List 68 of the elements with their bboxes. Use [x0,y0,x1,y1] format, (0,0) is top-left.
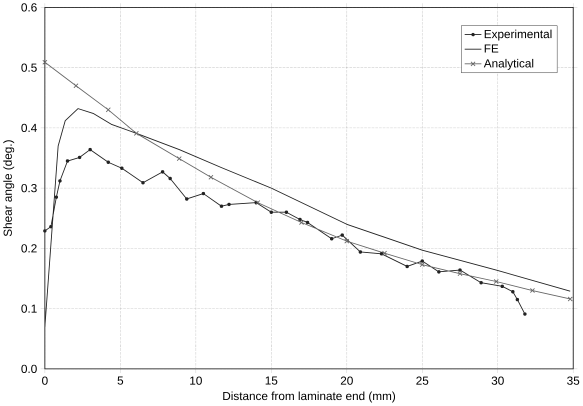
point [358,250,362,254]
point [43,229,47,233]
y-tick-label: 0.3 [21,184,37,192]
x-tick-label: 30 [492,376,504,385]
y-tick-label: 0.2 [21,244,37,253]
point [344,238,350,244]
point [220,204,224,208]
point [54,196,58,200]
point [530,288,535,294]
point [340,234,344,237]
x-tick-label: 20 [340,376,353,385]
legend-label: FE [484,44,498,53]
point [511,290,515,294]
y-tick-label: 0.6 [21,3,37,12]
point [330,237,334,241]
point [420,262,425,268]
point [106,160,110,164]
point [88,148,92,152]
point [160,170,164,174]
point [500,284,504,288]
y-axis-title: Shear angle (deg.) [3,140,14,236]
point [49,225,53,229]
line-series [44,108,571,328]
y-tick-label: 0.4 [21,124,37,132]
x-tick-label: 5 [118,376,124,385]
y-tick-label: 0.0 [21,364,37,374]
point [208,174,214,180]
point [185,197,188,201]
y-tick-label: 0.5 [21,64,37,72]
point [78,156,82,160]
point [568,296,573,302]
legend-label: Analytical [484,59,534,70]
point [380,252,384,256]
x-tick-label: 25 [416,376,428,385]
x-tick-label: 15 [266,376,278,385]
point [298,220,304,226]
x-tick-label: 0 [42,376,48,385]
point [420,259,424,263]
point [255,200,260,206]
legend-label: Experimental [484,30,552,41]
point [523,312,527,316]
point [58,179,62,183]
point [120,166,124,170]
x-tick-label: 35 [567,376,580,385]
point [134,130,139,136]
point [270,210,274,214]
point [168,176,172,180]
point [382,250,388,256]
point [405,264,409,268]
point [176,156,182,162]
point [202,192,206,196]
point [42,60,48,65]
point [227,202,231,206]
point [437,270,441,274]
x-axis-title: Distance from laminate end (mm) [223,392,396,403]
y-tick-label: 0.1 [21,304,37,313]
point [141,181,145,185]
point [306,220,310,224]
x-tick-label: 10 [190,376,202,385]
point [458,268,462,272]
point [479,281,483,285]
point [66,159,70,163]
point [284,210,288,214]
point [73,83,78,88]
point [457,271,463,276]
point [494,279,499,284]
point [106,107,111,112]
point [516,298,520,302]
